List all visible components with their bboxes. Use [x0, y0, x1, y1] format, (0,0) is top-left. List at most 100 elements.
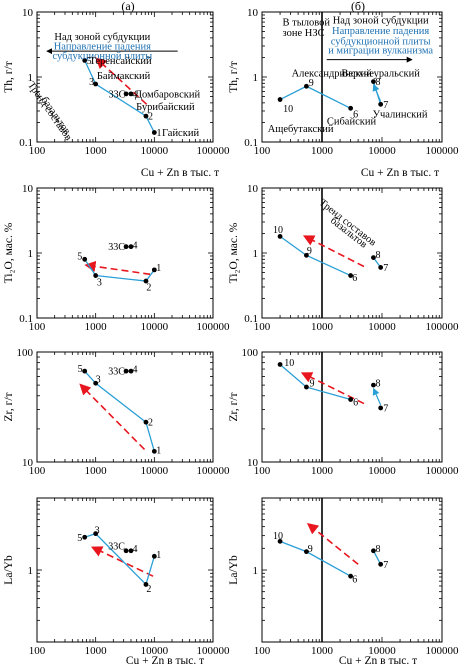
data-point-6 [348, 273, 354, 278]
series-line [279, 363, 351, 401]
data-point-9 [304, 252, 309, 258]
point-label: 6 [352, 273, 357, 284]
y-tick-label: 100 [17, 347, 34, 359]
trend-arrow [79, 383, 146, 451]
y-tick-label: 10 [22, 457, 34, 469]
annotation-label: Ащебутакский [268, 124, 334, 135]
x-axis-label-right: Cu + Zn в тыс. т [339, 655, 417, 667]
x-tick-label: 1000 [85, 145, 108, 157]
data-point-5 [82, 58, 88, 63]
annotation-label: субдукционной плиты [331, 36, 431, 47]
trend-arrow [306, 522, 359, 565]
annotation-label: Теренсайский [89, 56, 152, 67]
y-tick-label: 1 [28, 565, 34, 577]
data-point-33C [123, 368, 129, 374]
y-tick-label: 1 [28, 248, 34, 260]
x-tick-label: 10000 [141, 645, 169, 657]
y-tick-label: 0.1 [19, 313, 33, 325]
x-tick-label: 1000 [85, 465, 108, 477]
column-header-b: (б) [351, 0, 365, 13]
plot-frame [36, 497, 214, 643]
data-point-2 [143, 278, 149, 284]
y-axis-label: La/Yb [228, 555, 240, 585]
x-tick-label: 100000 [426, 321, 460, 333]
x-tick-label: 100000 [197, 145, 231, 157]
panel-a2: 100 1000 10000 100000 10 1 0.1 Ti₂O, мас. % 5 3 33… [3, 183, 230, 333]
x-tick-label: 100000 [426, 645, 460, 657]
plot-frame [36, 187, 214, 319]
series-line [372, 550, 382, 565]
y-tick-label: 10 [247, 7, 259, 19]
x-axis-label-top-right: Cu + Zn в тыс. т [361, 167, 439, 179]
data-point-7 [378, 405, 384, 411]
x-tick-label: 100 [254, 145, 271, 157]
point-label: 8 [376, 77, 381, 88]
point-label: 7 [383, 263, 388, 274]
data-point-9 [304, 384, 309, 390]
point-label: 10 [273, 225, 283, 236]
point-label: 4 [133, 89, 138, 100]
point-label: 8 [376, 379, 381, 390]
point-label: 6 [353, 109, 358, 120]
data-point-8 [371, 548, 376, 554]
data-point-6 [348, 105, 354, 111]
point-label: 33С [109, 89, 126, 100]
data-point-1 [151, 130, 157, 135]
point-label: 7 [383, 403, 388, 414]
x-tick-label: 100 [29, 321, 46, 333]
y-axis-label: Ti₂O, мас. % [228, 222, 240, 283]
y-axis-label: La/Yb [3, 555, 15, 585]
data-point-33C [123, 244, 129, 250]
y-axis-label: Ti₂O, мас. % [3, 222, 15, 283]
point-label: 33С [108, 242, 125, 253]
data-point-2 [143, 582, 149, 587]
series-line [84, 532, 155, 586]
x-tick-label: 1000 [311, 145, 334, 157]
annotation-label: В тыловой [283, 18, 331, 29]
point-label: 2 [146, 282, 151, 293]
point-label: 3 [97, 277, 102, 288]
point-label: 6 [352, 574, 357, 585]
x-tick-label: 10000 [141, 465, 169, 477]
annotation-label: Направление падения [332, 26, 429, 37]
series-line [84, 258, 155, 282]
data-point-5 [82, 256, 88, 262]
x-tick-label: 10000 [368, 465, 396, 477]
trend-arrow [302, 235, 365, 268]
point-label: 3 [96, 374, 101, 385]
series-line [279, 540, 351, 577]
data-point-10 [277, 362, 283, 367]
y-tick-label: 0.1 [19, 137, 33, 149]
x-tick-label: 1000 [85, 321, 108, 333]
x-tick-label: 100000 [197, 321, 231, 333]
point-label: 2 [148, 418, 153, 429]
y-tick-label: 0.1 [244, 313, 258, 325]
data-point-8 [371, 79, 376, 84]
x-tick-label: 10000 [368, 321, 396, 333]
point-label: 6 [353, 398, 358, 409]
data-point-4 [128, 548, 134, 554]
point-label: 9 [308, 544, 313, 555]
x-tick-label: 10000 [368, 145, 396, 157]
plot-frame [261, 187, 443, 319]
data-point-2 [143, 419, 149, 425]
series-line [84, 60, 155, 133]
data-point-1 [151, 267, 157, 273]
data-point-10 [277, 538, 283, 544]
point-label: 1 [156, 446, 161, 457]
x-tick-label: 1000 [311, 645, 334, 657]
series-line [84, 370, 155, 452]
annotation-label: Верхнеуральский [341, 69, 420, 80]
y-tick-label: 0.1 [244, 137, 258, 149]
annotation-label: Бурибайский [136, 102, 195, 113]
plot-frame [261, 497, 443, 643]
data-point-6 [348, 397, 354, 402]
x-tick-label: 100 [29, 465, 46, 477]
y-tick-label: 10 [22, 7, 34, 19]
point-label: 9 [310, 379, 315, 390]
x-tick-label: 100000 [197, 465, 231, 477]
point-label: 4 [133, 365, 138, 376]
point-label: 10 [283, 104, 293, 115]
point-label: 33С [108, 542, 125, 553]
